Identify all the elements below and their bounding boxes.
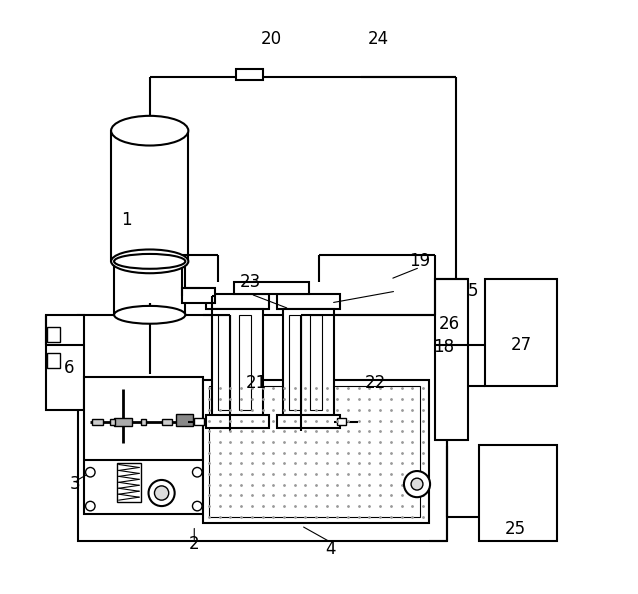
Bar — [110, 419, 115, 425]
Text: 5: 5 — [468, 282, 478, 300]
Bar — [239, 315, 251, 410]
Text: 1: 1 — [121, 211, 131, 229]
Bar — [218, 315, 230, 410]
Text: 25: 25 — [505, 520, 526, 538]
Bar — [177, 414, 193, 426]
Bar — [194, 418, 204, 425]
Ellipse shape — [111, 116, 188, 146]
Bar — [182, 288, 215, 303]
Text: 20: 20 — [261, 30, 282, 48]
Bar — [234, 282, 309, 294]
Bar — [111, 131, 188, 261]
Bar — [206, 294, 269, 309]
Bar — [47, 353, 60, 368]
Bar — [141, 419, 145, 425]
Bar — [337, 418, 346, 425]
Text: 6: 6 — [64, 359, 75, 377]
Circle shape — [85, 467, 95, 477]
Text: 2: 2 — [189, 535, 200, 552]
Bar — [114, 261, 186, 315]
Text: 26: 26 — [439, 315, 460, 333]
Bar — [310, 315, 322, 410]
Bar — [278, 294, 340, 309]
Text: 19: 19 — [410, 252, 431, 270]
Text: 24: 24 — [368, 30, 389, 48]
Circle shape — [193, 501, 202, 511]
Bar — [46, 315, 84, 410]
Circle shape — [154, 486, 168, 500]
Circle shape — [411, 478, 423, 490]
Text: 27: 27 — [510, 336, 531, 353]
Bar — [236, 69, 263, 80]
Bar — [161, 419, 172, 425]
Bar — [435, 279, 468, 440]
Bar — [479, 446, 556, 541]
Bar — [486, 279, 556, 386]
Circle shape — [149, 480, 175, 506]
Text: 3: 3 — [70, 475, 81, 493]
Circle shape — [193, 467, 202, 477]
Circle shape — [404, 471, 430, 497]
Bar — [212, 309, 263, 416]
Bar — [114, 418, 132, 426]
Bar — [289, 315, 301, 410]
Bar — [283, 309, 334, 416]
Bar — [78, 315, 447, 541]
Ellipse shape — [114, 254, 186, 268]
Text: 4: 4 — [325, 541, 336, 558]
Bar — [117, 463, 141, 502]
Bar — [92, 419, 103, 425]
Bar — [84, 377, 203, 514]
Ellipse shape — [111, 249, 188, 273]
Text: 21: 21 — [246, 374, 267, 392]
Bar — [206, 415, 269, 428]
Text: 18: 18 — [433, 339, 454, 356]
Bar — [209, 386, 420, 517]
Circle shape — [85, 501, 95, 511]
Text: 23: 23 — [240, 273, 262, 291]
Bar — [203, 380, 429, 523]
Text: 22: 22 — [365, 374, 386, 392]
Bar — [47, 327, 60, 342]
Ellipse shape — [114, 306, 186, 324]
Bar — [278, 415, 340, 428]
